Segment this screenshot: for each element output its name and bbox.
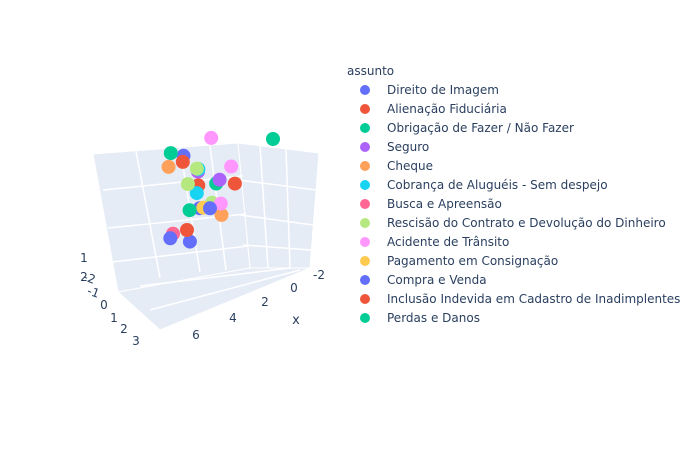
grid-line (259, 144, 269, 269)
y-tick-label: 1 (110, 311, 118, 325)
legend-marker (360, 293, 370, 304)
legend-label: Perdas e Danos (387, 310, 480, 325)
y-tick-label: 2 (120, 322, 128, 336)
legend-marker (360, 312, 370, 323)
data-point[interactable] (212, 172, 227, 187)
legend-label: Acidente de Trânsito (387, 234, 510, 249)
legend-marker (360, 84, 370, 95)
grid-line (111, 245, 249, 263)
legend-label: Cheque (387, 158, 433, 173)
grid-line (149, 269, 301, 311)
legend-item[interactable]: Rescisão do Contrato e Devolução do Dinh… (340, 213, 680, 232)
legend-title: assunto (347, 64, 395, 78)
legend-label: Obrigação de Fazer / Não Fazer (387, 120, 574, 135)
legend-label: Alienação Fiduciária (387, 101, 507, 116)
data-point[interactable] (182, 234, 197, 249)
axis-panes (92, 142, 320, 331)
data-point[interactable] (182, 203, 197, 218)
x-tick-label: -2 (313, 268, 325, 282)
legend-label: Direito de Imagem (387, 82, 499, 97)
legend-item[interactable]: Cobrança de Aluguéis - Sem despejo (340, 175, 680, 194)
legend-marker (360, 274, 370, 285)
legend-item[interactable]: Acidente de Trânsito (340, 232, 680, 251)
data-point[interactable] (175, 154, 190, 169)
x-tick-label: 4 (229, 311, 237, 325)
grid-line (139, 267, 291, 287)
x-tick-label: 2 (261, 295, 269, 309)
grid-line (242, 244, 312, 251)
tick-labels: -2 0 2 4 6 x -2 -1 0 1 2 3 1 2 (80, 251, 325, 348)
legend-marker (360, 122, 370, 133)
data-point[interactable] (204, 130, 219, 145)
data-point[interactable] (189, 161, 204, 176)
legend-item[interactable]: Inclusão Indevida em Cadastro de Inadimp… (340, 289, 680, 308)
legend-marker (360, 103, 370, 114)
legend-item[interactable]: Direito de Imagem (340, 80, 680, 99)
legend: assunto Direito de Imagem Alienação Fiduc… (340, 62, 680, 327)
x-axis-title: x (292, 313, 300, 328)
data-point[interactable] (180, 177, 195, 192)
data-markers[interactable] (161, 130, 280, 249)
data-point[interactable] (163, 231, 178, 246)
legend-label: Seguro (387, 139, 430, 154)
data-point[interactable] (161, 159, 176, 174)
legend-label: Cobrança de Aluguéis - Sem despejo (387, 177, 608, 192)
legend-label: Rescisão do Contrato e Devolução do Dinh… (387, 215, 666, 230)
legend-marker (360, 236, 370, 247)
legend-marker (360, 141, 370, 152)
grid-line (237, 179, 317, 191)
y-tick-label: -1 (85, 284, 101, 301)
data-point[interactable] (227, 176, 242, 191)
legend-label: Compra e Venda (387, 272, 487, 287)
z-tick-label: 1 (80, 251, 88, 265)
data-point[interactable] (214, 207, 229, 222)
grid-line (239, 214, 314, 226)
legend-marker (360, 179, 370, 190)
legend-label: Inclusão Indevida em Cadastro de Inadimp… (387, 291, 681, 306)
legend-item[interactable]: Cheque (340, 156, 680, 175)
legend-marker (360, 217, 370, 228)
data-point[interactable] (189, 186, 204, 201)
x-tick-label: 6 (192, 328, 200, 342)
data-point[interactable] (266, 132, 280, 146)
legend-item[interactable]: Compra e Venda (340, 270, 680, 289)
x-tick-label: 0 (290, 281, 298, 295)
y-tick-label: 3 (132, 334, 140, 348)
legend-item[interactable]: Obrigação de Fazer / Não Fazer (340, 118, 680, 137)
data-point[interactable] (180, 223, 194, 237)
y-tick-label: 0 (100, 298, 108, 312)
legend-item[interactable]: Busca e Apreensão (340, 194, 680, 213)
legend-item[interactable]: Perdas e Danos (340, 308, 680, 327)
y-tick-label: -2 (81, 270, 97, 287)
data-point[interactable] (203, 201, 217, 216)
legend-item[interactable]: Pagamento em Consignação (340, 251, 680, 270)
legend-label: Pagamento em Consignação (387, 253, 559, 268)
legend-marker (360, 255, 370, 266)
legend-label: Busca e Apreensão (387, 196, 502, 211)
z-tick-label: 2 (80, 270, 88, 284)
data-point[interactable] (213, 196, 228, 211)
legend-item[interactable]: Seguro (340, 137, 680, 156)
data-point[interactable] (224, 159, 239, 174)
data-point[interactable] (163, 146, 178, 161)
legend-item[interactable]: Alienação Fiduciária (340, 99, 680, 118)
legend-marker (360, 160, 370, 171)
legend-marker (360, 198, 370, 209)
